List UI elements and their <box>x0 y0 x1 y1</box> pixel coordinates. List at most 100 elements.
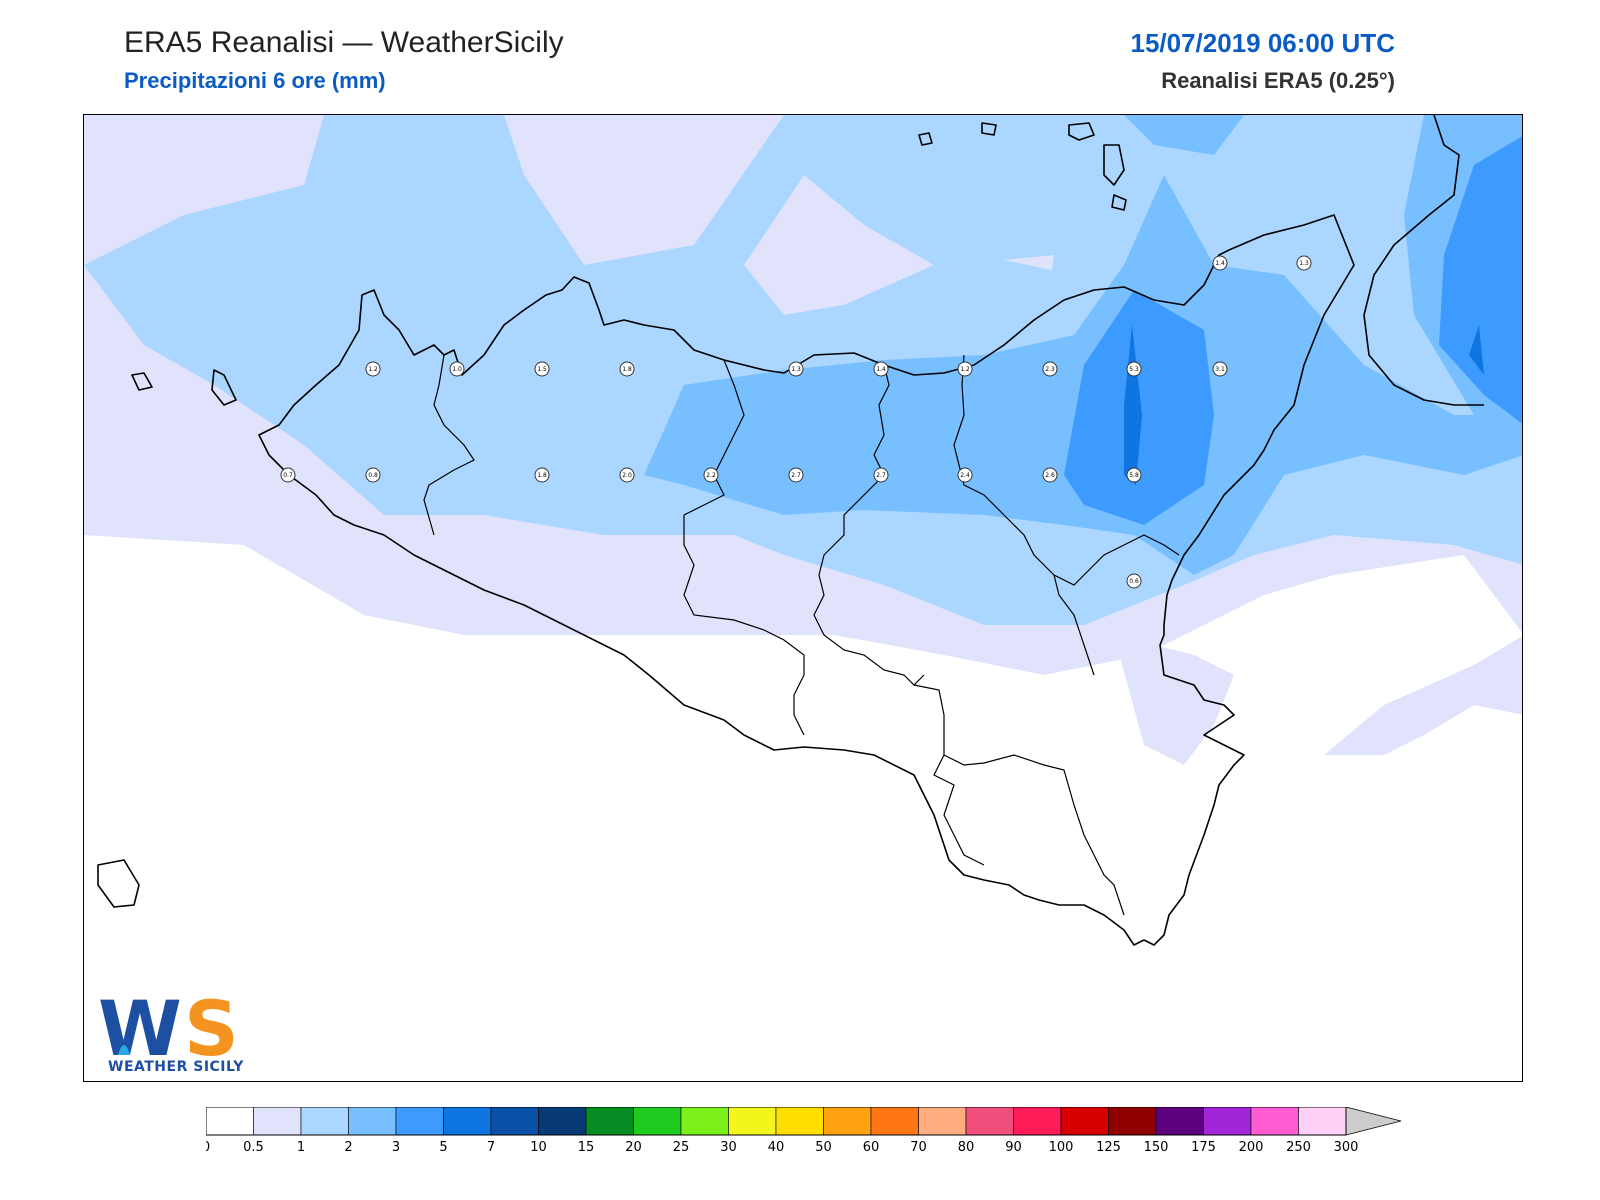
forecast-datetime: 15/07/2019 06:00 UTC <box>1130 28 1395 58</box>
station-marker: 2.7 <box>788 467 804 483</box>
station-value: 2.7 <box>876 472 886 479</box>
colorbar-tick-label: 20 <box>625 1140 642 1155</box>
station-value: 1.5 <box>537 366 547 373</box>
colorbar-cell <box>395 1107 444 1136</box>
logo-brand-text: WEATHER SICILY <box>108 1059 244 1075</box>
colorbar-tick-label: 250 <box>1286 1140 1311 1155</box>
colorbar-cells <box>206 1107 1402 1136</box>
colorbar-tick-label: 0.5 <box>243 1140 264 1155</box>
station-markers: 1.4 1.3 1.2 1.0 1.5 1.8 1.3 1.4 1.2 2.3 … <box>280 255 1312 589</box>
colorbar-tick-label: 70 <box>910 1140 927 1155</box>
station-value: 1.4 <box>1215 260 1225 267</box>
station-value: 2.2 <box>706 472 716 479</box>
colorbar-tick-label: 10 <box>530 1140 547 1155</box>
colorbar-tick-label: 1 <box>297 1140 305 1155</box>
colorbar-tick-label: 30 <box>720 1140 737 1155</box>
precip-hole-2 <box>744 175 934 315</box>
colorbar-tick-label: 15 <box>578 1140 595 1155</box>
station-marker: 5.8 <box>1126 467 1142 483</box>
station-value: 1.8 <box>537 472 547 479</box>
station-marker: 0.6 <box>1126 573 1142 589</box>
precip-band-2-north <box>1124 115 1244 155</box>
station-marker: 0.8 <box>365 467 381 483</box>
colorbar-cell <box>918 1107 967 1136</box>
colorbar-tick-label: 50 <box>815 1140 832 1155</box>
colorbar-cell <box>680 1107 729 1136</box>
sicily-coastline <box>97 115 1484 946</box>
precip-hole-3 <box>1004 255 1054 270</box>
station-value: 2.3 <box>1045 366 1055 373</box>
station-value: 1.4 <box>876 366 886 373</box>
precipitation-map: 1.4 1.3 1.2 1.0 1.5 1.8 1.3 1.4 1.2 2.3 … <box>83 114 1523 1082</box>
station-marker: 5.3 <box>1126 361 1142 377</box>
colorbar-cell <box>1298 1107 1347 1136</box>
colorbar-cell <box>965 1107 1014 1136</box>
colorbar-tick-label: 80 <box>958 1140 975 1155</box>
colorbar-cell <box>728 1107 777 1136</box>
colorbar-tick-label: 60 <box>863 1140 880 1155</box>
colorbar-cell <box>348 1107 397 1136</box>
station-value: 1.2 <box>960 366 970 373</box>
precip-band-5-east <box>1469 325 1484 375</box>
colorbar-cell <box>253 1107 302 1136</box>
station-marker: 2.3 <box>1042 361 1058 377</box>
colorbar-cell <box>870 1107 919 1136</box>
station-value: 2.0 <box>622 472 632 479</box>
station-marker: 0.7 <box>280 467 296 483</box>
map-title: ERA5 Reanalisi — WeatherSicily <box>124 26 564 59</box>
station-marker: 1.4 <box>1212 255 1228 271</box>
station-value: 0.8 <box>368 472 378 479</box>
station-value: 1.8 <box>622 366 632 373</box>
station-marker: 2.0 <box>619 467 635 483</box>
colorbar-tick-label: 2 <box>344 1140 352 1155</box>
colorbar-cell <box>823 1107 872 1136</box>
colorbar-tick-label: 5 <box>439 1140 447 1155</box>
station-marker: 1.3 <box>1296 255 1312 271</box>
colorbar-cell <box>538 1107 587 1136</box>
station-value: 5.8 <box>1129 472 1139 479</box>
station-marker: 1.2 <box>365 361 381 377</box>
colorbar-tick-label: 175 <box>1191 1140 1216 1155</box>
colorbar-cell <box>1203 1107 1252 1136</box>
station-value: 5.3 <box>1129 366 1139 373</box>
colorbar-cell <box>585 1107 634 1136</box>
precip-band-0.5-south <box>1114 635 1234 765</box>
precip-band-0.5-east <box>1324 636 1522 755</box>
precipitation-map-svg: 1.4 1.3 1.2 1.0 1.5 1.8 1.3 1.4 1.2 2.3 … <box>84 115 1522 946</box>
colorbar-tick-label: 0 <box>206 1140 210 1155</box>
station-value: 1.0 <box>452 366 462 373</box>
station-value: 3.1 <box>1215 366 1225 373</box>
logo-letter-s: S <box>184 985 239 1073</box>
colorbar-cell <box>1108 1107 1157 1136</box>
station-value: 1.2 <box>368 366 378 373</box>
colorbar-cell <box>1013 1107 1062 1136</box>
colorbar-tick-label: 90 <box>1005 1140 1022 1155</box>
colorbar-tick-label: 7 <box>487 1140 495 1155</box>
colorbar-tick-label: 100 <box>1049 1140 1074 1155</box>
station-marker: 1.3 <box>788 361 804 377</box>
colorbar-cell <box>1250 1107 1299 1136</box>
colorbar-tick-label: 125 <box>1096 1140 1121 1155</box>
station-value: 1.3 <box>1299 260 1309 267</box>
colorbar-ticks: 0 0.5 1 2 3 5 7 10 15 20 25 30 40 50 60 70 80 90 100 125 150… <box>206 1140 1358 1155</box>
colorbar-cell <box>490 1107 539 1136</box>
colorbar-cell <box>443 1107 492 1136</box>
station-value: 0.7 <box>283 472 293 479</box>
colorbar-cell <box>775 1107 824 1136</box>
colorbar-cell <box>300 1107 349 1136</box>
colorbar-tick-label: 3 <box>392 1140 400 1155</box>
station-value: 0.6 <box>1129 578 1139 585</box>
map-subtitle: Precipitazioni 6 ore (mm) <box>124 68 386 93</box>
colorbar-tick-label: 200 <box>1239 1140 1264 1155</box>
province-borders <box>423 354 1180 916</box>
station-value: 2.4 <box>960 472 970 479</box>
raindrop-icon <box>118 1045 130 1055</box>
station-value: 1.3 <box>791 366 801 373</box>
station-marker: 3.1 <box>1212 361 1228 377</box>
logo-letter-w: W <box>98 985 182 1073</box>
colorbar-tick-label: 25 <box>673 1140 690 1155</box>
weather-sicily-logo: W S <box>98 985 239 1073</box>
precip-band-3-east <box>1439 136 1522 424</box>
station-marker: 2.7 <box>873 467 889 483</box>
station-marker: 1.8 <box>619 361 635 377</box>
